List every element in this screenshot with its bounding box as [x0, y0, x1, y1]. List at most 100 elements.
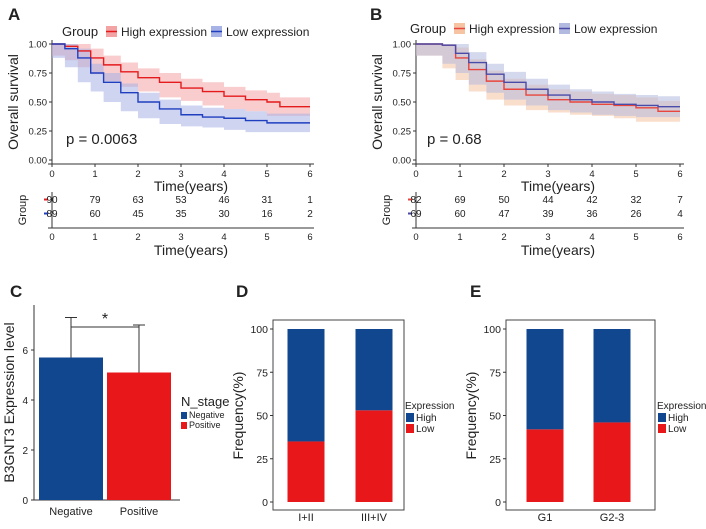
x-tick-label: 5: [633, 169, 638, 180]
risk-x-tick-label: 1: [92, 232, 97, 243]
risk-count: 60: [89, 209, 101, 220]
risk-count: 30: [218, 209, 230, 220]
legend-label: Negative: [189, 410, 225, 420]
survival-curve-low: [52, 43, 310, 124]
panel-label: D: [236, 282, 248, 301]
x-tick-label: 6: [307, 169, 312, 180]
risk-count: 63: [132, 195, 144, 206]
x-tick-label: Positive: [120, 506, 159, 518]
risk-x-axis-label: Time(years): [154, 242, 228, 258]
risk-count: 69: [454, 195, 466, 206]
x-tick-label: 4: [221, 169, 226, 180]
bar-segment-low: [526, 429, 564, 502]
y-tick-label: 0.50: [393, 98, 412, 109]
legend-swatch: [181, 422, 187, 429]
risk-count: 60: [454, 209, 466, 220]
panel-label: A: [8, 5, 20, 24]
y-tick-label: 2: [22, 446, 28, 457]
risk-x-tick-label: 5: [633, 232, 638, 243]
x-tick-label: 2: [501, 169, 506, 180]
legend-label: Low: [668, 424, 687, 435]
y-axis-label: Frequency(%): [230, 372, 246, 460]
risk-count: 89: [46, 209, 58, 220]
x-tick-label: 4: [589, 169, 594, 180]
y-tick-label: 25: [256, 454, 268, 466]
risk-count: 39: [542, 209, 554, 220]
x-tick-label: 5: [264, 169, 269, 180]
survival-curve-low: [416, 43, 680, 108]
risk-x-tick-label: 3: [178, 232, 183, 243]
risk-count: 16: [261, 209, 273, 220]
risk-count: 82: [410, 195, 422, 206]
risk-count: 45: [132, 209, 144, 220]
x-tick-label: 6: [677, 169, 682, 180]
risk-x-tick-label: 4: [221, 232, 226, 243]
y-tick-label: 0.75: [29, 69, 48, 80]
p-value: p = 0.68: [427, 131, 482, 148]
risk-count: 50: [498, 195, 510, 206]
risk-x-tick-label: 5: [264, 232, 269, 243]
significance-star: *: [102, 311, 108, 328]
risk-x-tick-label: 2: [135, 232, 140, 243]
significance-bracket: [70, 326, 140, 333]
risk-x-tick-label: 6: [677, 232, 682, 243]
y-tick-label: 50: [489, 411, 501, 423]
x-tick-label: 1: [92, 169, 97, 180]
legend-label: High: [416, 413, 437, 424]
bar-positive: [107, 372, 171, 500]
ci-band-low: [52, 44, 310, 133]
legend-label: Positive: [189, 420, 221, 430]
risk-count: 4: [677, 209, 683, 220]
legend-title: Group: [62, 24, 98, 39]
x-tick-label: G2-3: [600, 512, 624, 524]
risk-count: 90: [46, 195, 58, 206]
risk-y-axis-label: Group: [381, 195, 393, 226]
risk-count: 47: [498, 209, 510, 220]
risk-count: 7: [677, 195, 683, 206]
legend-title: Group: [410, 21, 446, 36]
x-tick-label: 0: [413, 169, 418, 180]
legend-label: High: [668, 413, 689, 424]
bar-segment-low: [593, 422, 631, 502]
y-tick-label: 75: [489, 367, 501, 379]
risk-x-tick-label: 3: [545, 232, 550, 243]
x-tick-label: 2: [135, 169, 140, 180]
bar-segment-high: [355, 329, 393, 411]
stacked-panel-e: E 0 25 50 75 100 Frequency(%) G1 G2-3 ExpressionH…: [463, 282, 706, 524]
panel-label: B: [370, 5, 382, 24]
risk-count: 35: [175, 209, 187, 220]
survival-curve-high: [52, 43, 310, 108]
y-tick-label: 4: [22, 396, 28, 407]
y-tick-label: 0.00: [29, 156, 48, 167]
y-tick-label: 1.00: [393, 40, 412, 51]
y-tick-label: 1.00: [29, 40, 48, 51]
y-axis-label: B3GNT3 Expression level: [1, 322, 17, 482]
y-tick-label: 100: [250, 324, 268, 336]
y-tick-label: 0: [262, 497, 268, 509]
legend-label: Low expression: [226, 25, 309, 39]
risk-y-axis-label: Group: [17, 195, 29, 226]
risk-count: 26: [630, 209, 642, 220]
y-axis-label: Frequency(%): [463, 372, 479, 460]
x-tick-label: G1: [538, 512, 553, 524]
legend-swatch: [658, 424, 666, 433]
risk-x-tick-label: 6: [307, 232, 312, 243]
y-axis-label: Overall survival: [369, 54, 385, 150]
bar-segment-high: [526, 329, 564, 430]
bar-segment-high: [287, 329, 325, 442]
y-tick-label: 0.25: [29, 127, 48, 138]
legend-title: N_stage: [181, 394, 229, 409]
p-value: p = 0.0063: [66, 131, 137, 148]
y-axis-label: Overall survival: [5, 54, 21, 150]
y-tick-label: 0: [495, 497, 501, 509]
bar-segment-low: [287, 441, 325, 502]
bar-segment-low: [355, 410, 393, 502]
bar-segment-high: [593, 329, 631, 423]
x-tick-label: 0: [49, 169, 54, 180]
risk-x-tick-label: 0: [49, 232, 54, 243]
legend-swatch: [181, 412, 187, 419]
y-tick-label: 6: [22, 346, 28, 357]
